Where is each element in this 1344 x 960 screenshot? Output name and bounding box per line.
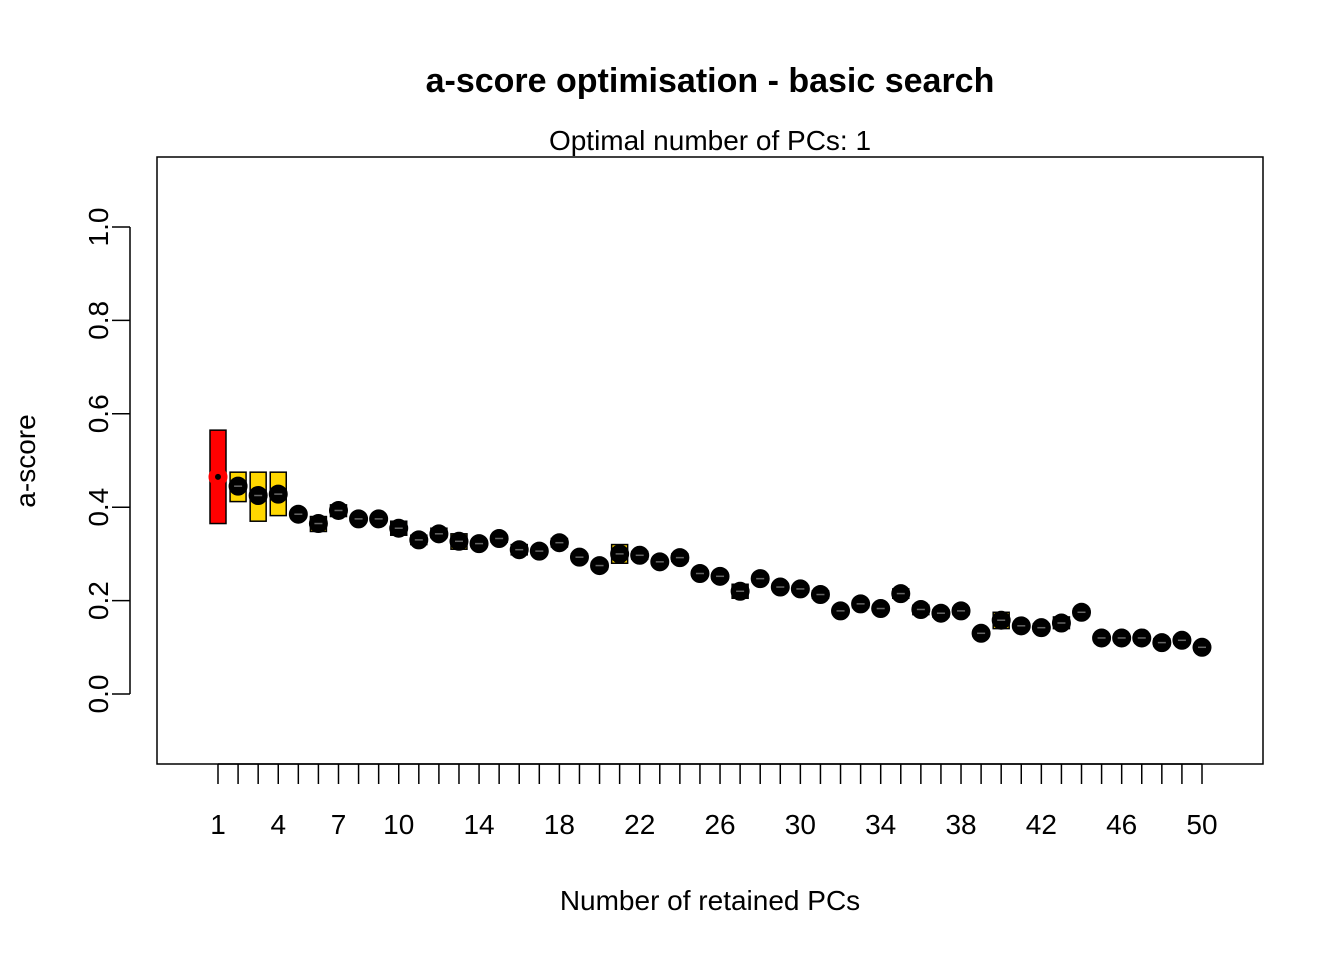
optimal-point-center — [215, 473, 221, 480]
x-tick-label: 1 — [210, 809, 226, 840]
x-tick-label: 22 — [624, 809, 655, 840]
x-tick-label: 26 — [704, 809, 735, 840]
x-tick-label: 46 — [1106, 809, 1137, 840]
x-tick-label: 38 — [945, 809, 976, 840]
plot-frame — [156, 156, 1264, 765]
y-tick-label: 0.0 — [83, 675, 114, 714]
x-tick-label: 34 — [865, 809, 896, 840]
x-tick-label: 7 — [331, 809, 347, 840]
x-tick-label: 10 — [383, 809, 414, 840]
y-tick-label: 1.0 — [83, 208, 114, 247]
y-tick-label: 0.4 — [83, 488, 114, 527]
x-tick-label: 30 — [785, 809, 816, 840]
y-tick-label: 0.2 — [83, 581, 114, 620]
y-axis: 0.0 0.2 0.4 0.6 0.8 1.0 — [83, 208, 131, 714]
chart-subtitle: Optimal number of PCs: 1 — [549, 125, 871, 156]
y-tick-label: 0.8 — [83, 301, 114, 340]
x-tick-label: 18 — [544, 809, 575, 840]
chart-title: a-score optimisation - basic search — [426, 62, 995, 100]
x-axis-label: Number of retained PCs — [560, 885, 860, 916]
point-series — [208, 467, 1212, 657]
y-tick-label: 0.6 — [83, 394, 114, 433]
x-tick-label: 4 — [270, 809, 286, 840]
x-tick-label: 14 — [463, 809, 494, 840]
x-tick-label: 50 — [1186, 809, 1217, 840]
x-axis: 1 4 7 10 14 18 22 26 30 34 38 42 46 50 — [210, 763, 1218, 840]
x-tick-label: 42 — [1026, 809, 1057, 840]
y-axis-label: a-score — [10, 414, 41, 507]
